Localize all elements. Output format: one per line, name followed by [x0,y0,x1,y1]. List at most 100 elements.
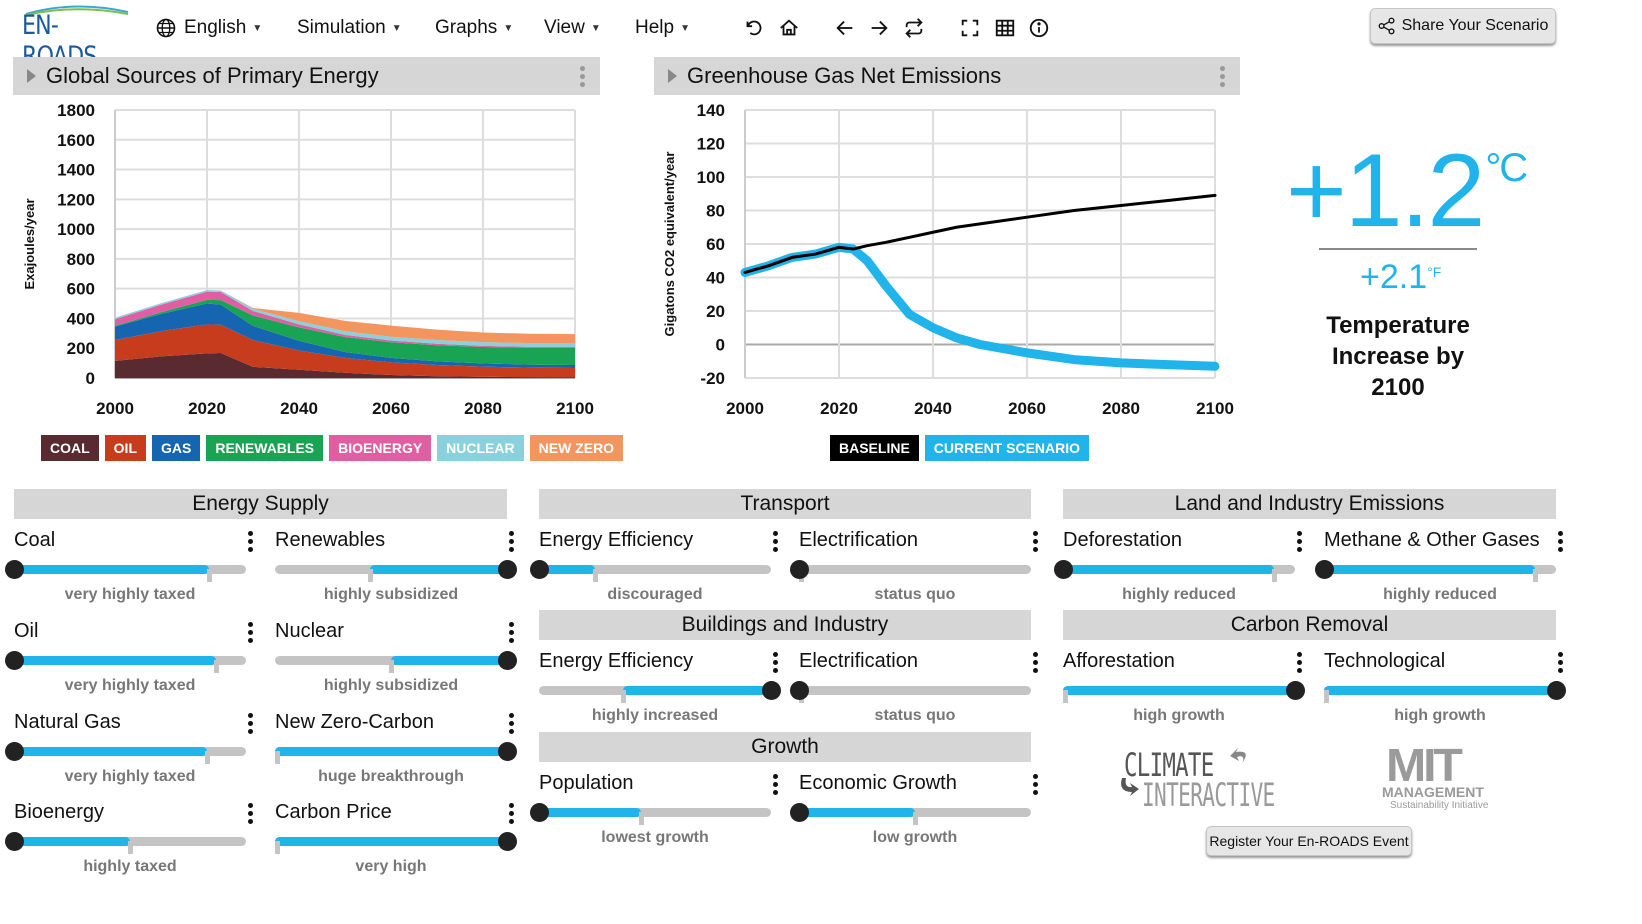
climate-interactive-logo[interactable]: CLIMATE INTERACTIVE [1118,746,1288,814]
slider-track[interactable] [1054,560,1295,582]
slider-thumb[interactable] [498,651,517,670]
slider-transport-efficiency[interactable]: Energy Efficiency discouraged [530,527,779,617]
back-button[interactable] [832,14,858,42]
more-options-icon[interactable] [507,803,515,824]
slider-thumb[interactable] [5,742,24,761]
slider-bioenergy[interactable]: Bioenergy highly taxed [5,799,254,889]
slider-track[interactable] [275,742,517,764]
more-options-icon[interactable] [1295,531,1303,552]
slider-track[interactable] [275,651,517,673]
share-scenario-button[interactable]: Share Your Scenario [1370,8,1556,44]
more-options-icon[interactable] [771,531,779,552]
more-options-icon[interactable] [507,531,515,552]
info-button[interactable] [1026,14,1052,42]
more-options-icon[interactable] [771,774,779,795]
graph1-more-icon[interactable] [580,65,586,87]
more-options-icon[interactable] [246,803,254,824]
slider-deforestation[interactable]: Deforestation highly reduced [1054,527,1303,617]
slider-coal[interactable]: Coal very highly taxed [5,527,254,617]
slider-thumb[interactable] [790,681,809,700]
slider-natural-gas[interactable]: Natural Gas very highly taxed [5,709,254,799]
slider-track[interactable] [275,832,517,854]
slider-track[interactable] [1063,681,1305,703]
legend-current-scenario[interactable]: CURRENT SCENARIO [924,435,1090,461]
slider-track[interactable] [1315,560,1556,582]
slider-afforestation[interactable]: Afforestation high growth [1063,648,1305,738]
slider-thumb[interactable] [5,651,24,670]
more-options-icon[interactable] [771,652,779,673]
slider-population[interactable]: Population lowest growth [530,770,779,860]
legend-new-zero[interactable]: NEW ZERO [529,435,624,461]
slider-track[interactable] [5,560,246,582]
slider-thumb[interactable] [1286,681,1305,700]
more-options-icon[interactable] [1556,652,1564,673]
slider-technological[interactable]: Technological high growth [1324,648,1566,738]
slider-thumb[interactable] [498,560,517,579]
menu-language[interactable]: English ▼ [156,14,262,42]
slider-carbon-price[interactable]: Carbon Price very high [275,799,517,889]
slider-track[interactable] [5,651,246,673]
slider-track[interactable] [5,832,246,854]
slider-track[interactable] [790,560,1031,582]
slider-thumb[interactable] [5,560,24,579]
slider-track[interactable] [5,742,246,764]
slider-track[interactable] [530,803,771,825]
fullscreen-button[interactable] [957,14,983,42]
slider-transport-electrification[interactable]: Electrification status quo [790,527,1039,617]
slider-track[interactable] [275,560,517,582]
menu-help[interactable]: Help ▼ [635,14,690,42]
slider-new-zero-carbon[interactable]: New Zero-Carbon huge breakthrough [275,709,517,799]
slider-thumb[interactable] [530,560,549,579]
more-options-icon[interactable] [1556,531,1564,552]
more-options-icon[interactable] [246,622,254,643]
slider-buildings-efficiency[interactable]: Energy Efficiency highly increased [539,648,781,738]
slider-track[interactable] [790,681,1031,703]
more-options-icon[interactable] [1295,652,1303,673]
expand-triangle-icon[interactable] [27,69,36,83]
menu-graphs[interactable]: Graphs ▼ [435,14,513,42]
legend-coal[interactable]: COAL [41,435,99,461]
register-event-button[interactable]: Register Your En-ROADS Event [1206,826,1412,856]
slider-track[interactable] [539,681,781,703]
forward-button[interactable] [866,14,892,42]
graph2-more-icon[interactable] [1220,65,1226,87]
slider-methane[interactable]: Methane & Other Gases highly reduced [1315,527,1564,617]
more-options-icon[interactable] [1031,774,1039,795]
more-options-icon[interactable] [246,713,254,734]
undo-button[interactable] [740,14,766,42]
slider-nuclear[interactable]: Nuclear highly subsidized [275,618,517,708]
mit-sloan-logo[interactable]: MIT MANAGEMENT Sustainability Initiative [1382,739,1512,815]
en-roads-logo[interactable]: EN-ROADS [20,0,130,72]
slider-thumb[interactable] [790,560,809,579]
more-options-icon[interactable] [507,713,515,734]
more-options-icon[interactable] [1031,652,1039,673]
slider-oil[interactable]: Oil very highly taxed [5,618,254,708]
slider-thumb[interactable] [1054,560,1073,579]
slider-thumb[interactable] [530,803,549,822]
more-options-icon[interactable] [246,531,254,552]
slider-thumb[interactable] [5,832,24,851]
slider-buildings-electrification[interactable]: Electrification status quo [790,648,1039,738]
graph1-header[interactable]: Global Sources of Primary Energy [13,57,600,95]
slider-thumb[interactable] [498,742,517,761]
expand-triangle-icon[interactable] [668,69,677,83]
slider-track[interactable] [530,560,771,582]
slider-track[interactable] [790,803,1031,825]
slider-thumb[interactable] [498,832,517,851]
graph2-header[interactable]: Greenhouse Gas Net Emissions [654,57,1240,95]
legend-renewables[interactable]: RENEWABLES [206,435,324,461]
menu-view[interactable]: View ▼ [544,14,601,42]
more-options-icon[interactable] [507,622,515,643]
more-options-icon[interactable] [1031,531,1039,552]
legend-gas[interactable]: GAS [152,435,201,461]
table-button[interactable] [992,14,1018,42]
slider-thumb[interactable] [1315,560,1334,579]
menu-simulation[interactable]: Simulation ▼ [297,14,402,42]
legend-bioenergy[interactable]: BIOENERGY [329,435,432,461]
slider-thumb[interactable] [1547,681,1566,700]
compare-button[interactable] [901,14,927,42]
legend-baseline[interactable]: BASELINE [830,435,919,461]
legend-nuclear[interactable]: NUCLEAR [437,435,524,461]
slider-track[interactable] [1324,681,1566,703]
home-button[interactable] [776,14,802,42]
